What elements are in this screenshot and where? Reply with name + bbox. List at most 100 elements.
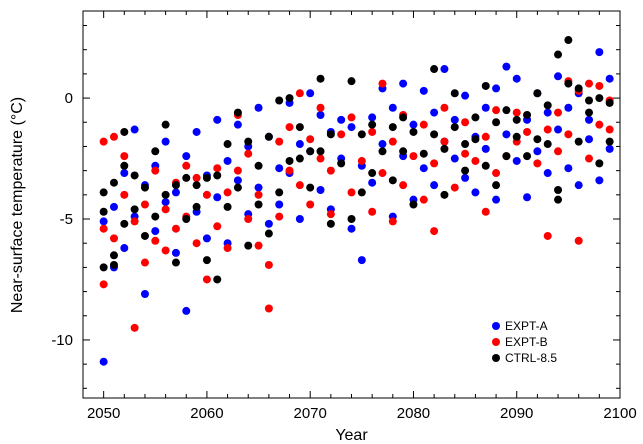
point-expt-a xyxy=(450,115,459,124)
point-ctrl-8-5 xyxy=(182,173,191,182)
point-expt-b xyxy=(326,210,335,219)
x-axis-label: Year xyxy=(335,427,368,444)
x-tick-label: 2090 xyxy=(500,405,533,422)
point-ctrl-8-5 xyxy=(99,263,108,272)
point-expt-b xyxy=(213,164,222,173)
point-ctrl-8-5 xyxy=(471,135,480,144)
point-ctrl-8-5 xyxy=(202,173,211,182)
point-expt-b xyxy=(388,137,397,146)
point-expt-a xyxy=(574,181,583,190)
point-ctrl-8-5 xyxy=(140,183,149,192)
point-ctrl-8-5 xyxy=(564,79,573,88)
point-expt-a xyxy=(182,152,191,161)
point-ctrl-8-5 xyxy=(99,207,108,216)
legend-label-expt-a: EXPT-A xyxy=(505,319,548,333)
point-ctrl-8-5 xyxy=(430,65,439,74)
point-ctrl-8-5 xyxy=(471,113,480,122)
point-ctrl-8-5 xyxy=(213,275,222,284)
point-expt-b xyxy=(130,217,139,226)
point-expt-b xyxy=(399,181,408,190)
point-ctrl-8-5 xyxy=(481,81,490,90)
legend-item-expt-a: EXPT-A xyxy=(492,319,548,333)
point-ctrl-8-5 xyxy=(161,120,170,129)
point-ctrl-8-5 xyxy=(492,181,501,190)
point-ctrl-8-5 xyxy=(151,212,160,221)
point-ctrl-8-5 xyxy=(388,123,397,132)
point-expt-b xyxy=(275,137,284,146)
point-expt-a xyxy=(109,202,118,211)
point-expt-b xyxy=(140,200,149,209)
x-axis: 2050 2060 2070 2080 2090 2100 xyxy=(87,11,637,422)
point-expt-b xyxy=(409,152,418,161)
point-expt-a xyxy=(605,144,614,153)
point-ctrl-8-5 xyxy=(357,130,366,139)
point-expt-a xyxy=(182,306,191,315)
point-expt-a xyxy=(409,120,418,129)
point-expt-b xyxy=(192,239,201,248)
point-ctrl-8-5 xyxy=(244,137,253,146)
point-ctrl-8-5 xyxy=(585,96,594,105)
point-ctrl-8-5 xyxy=(409,127,418,136)
point-expt-a xyxy=(192,127,201,136)
point-expt-b xyxy=(295,89,304,98)
point-ctrl-8-5 xyxy=(440,144,449,153)
point-expt-b xyxy=(264,304,273,313)
point-ctrl-8-5 xyxy=(605,98,614,107)
point-ctrl-8-5 xyxy=(461,166,470,175)
point-expt-a xyxy=(512,156,521,165)
point-expt-a xyxy=(130,125,139,134)
point-expt-a xyxy=(171,248,180,257)
point-ctrl-8-5 xyxy=(306,183,315,192)
point-expt-b xyxy=(440,137,449,146)
point-ctrl-8-5 xyxy=(523,111,532,120)
point-expt-b xyxy=(109,234,118,243)
point-expt-a xyxy=(347,123,356,132)
point-expt-b xyxy=(554,147,563,156)
point-ctrl-8-5 xyxy=(182,215,191,224)
point-expt-b xyxy=(254,241,263,250)
point-expt-b xyxy=(368,207,377,216)
point-expt-b xyxy=(151,236,160,245)
point-ctrl-8-5 xyxy=(554,195,563,204)
point-expt-b xyxy=(326,166,335,175)
point-ctrl-8-5 xyxy=(264,132,273,141)
point-ctrl-8-5 xyxy=(326,130,335,139)
point-expt-b xyxy=(471,156,480,165)
point-ctrl-8-5 xyxy=(543,140,552,149)
point-expt-a xyxy=(151,227,160,236)
point-expt-b xyxy=(316,154,325,163)
point-expt-a xyxy=(337,115,346,124)
point-ctrl-8-5 xyxy=(213,171,222,180)
point-expt-b xyxy=(585,79,594,88)
point-expt-b xyxy=(140,258,149,267)
point-ctrl-8-5 xyxy=(605,137,614,146)
point-expt-a xyxy=(512,74,521,83)
point-ctrl-8-5 xyxy=(295,123,304,132)
point-ctrl-8-5 xyxy=(481,161,490,170)
x-tick-label: 2070 xyxy=(294,405,327,422)
point-ctrl-8-5 xyxy=(554,50,563,59)
point-expt-b xyxy=(120,190,129,199)
point-expt-a xyxy=(254,103,263,112)
point-ctrl-8-5 xyxy=(254,161,263,170)
point-expt-b xyxy=(202,275,211,284)
point-ctrl-8-5 xyxy=(347,77,356,86)
point-expt-a xyxy=(492,84,501,93)
point-expt-b xyxy=(388,217,397,226)
point-expt-a xyxy=(399,79,408,88)
point-expt-a xyxy=(347,224,356,233)
point-ctrl-8-5 xyxy=(564,36,573,45)
point-expt-b xyxy=(171,224,180,233)
point-expt-b xyxy=(306,200,315,209)
point-ctrl-8-5 xyxy=(585,108,594,117)
point-expt-a xyxy=(595,48,604,57)
point-expt-b xyxy=(316,103,325,112)
point-ctrl-8-5 xyxy=(171,181,180,190)
point-expt-a xyxy=(295,215,304,224)
point-expt-a xyxy=(543,169,552,178)
point-ctrl-8-5 xyxy=(502,106,511,115)
point-expt-b xyxy=(275,212,284,221)
point-expt-b xyxy=(254,190,263,199)
point-expt-a xyxy=(430,181,439,190)
y-tick-label: 0 xyxy=(65,90,73,107)
